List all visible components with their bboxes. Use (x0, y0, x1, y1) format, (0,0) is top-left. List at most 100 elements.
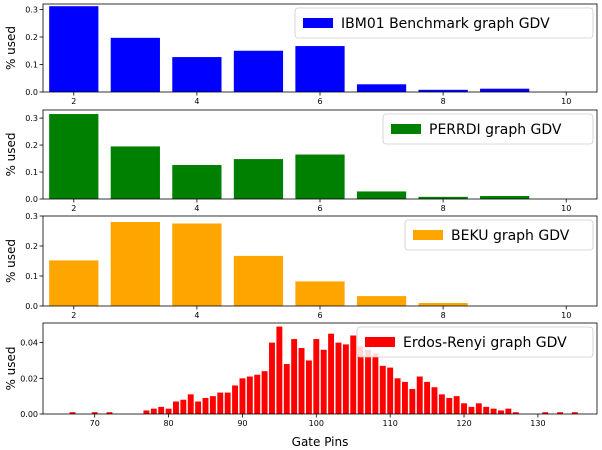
erdos-renyi-bar (224, 392, 231, 414)
erdos-renyi-axes-frame (42, 322, 598, 415)
erdos-renyi-bar (298, 347, 305, 414)
erdos-renyi-bar (269, 342, 275, 414)
beku-y-tick-label: 0.3 (25, 212, 38, 221)
erdos-renyi-bar (372, 353, 379, 414)
ibm01-bar (110, 37, 160, 92)
erdos-renyi-bar (387, 367, 394, 414)
erdos-renyi-bar (173, 401, 179, 414)
ibm01-y-tick-label: 0.1 (25, 61, 38, 70)
beku-bar (418, 303, 468, 306)
erdos-renyi-bar (91, 412, 98, 414)
erdos-renyi-bar (342, 344, 349, 414)
beku-bar (295, 281, 345, 306)
ibm01-bar (233, 50, 284, 92)
perrdi-bar (295, 154, 345, 199)
erdos-renyi-bar (431, 387, 438, 414)
erdos-renyi-legend-label: Erdos-Renyi graph GDV (403, 335, 567, 351)
perrdi-bar (418, 196, 468, 199)
beku-legend-swatch (413, 230, 443, 240)
ibm01-bar (418, 89, 468, 92)
beku-bar (110, 222, 160, 306)
erdos-renyi-x-tick-label: 120 (456, 419, 471, 428)
erdos-renyi-bar (424, 381, 431, 414)
beku-bar (49, 260, 99, 306)
perrdi-y-tick-label: 0.1 (25, 168, 38, 177)
ibm01-x-tick-label: 6 (317, 97, 322, 106)
erdos-renyi-legend-swatch (365, 337, 395, 347)
perrdi-x-tick-label: 6 (317, 204, 322, 213)
erdos-renyi-bar (394, 378, 401, 414)
beku-x-tick-label: 10 (561, 311, 571, 320)
perrdi-legend: PERRDI graph GDV (382, 113, 594, 145)
perrdi-bar (110, 146, 160, 199)
erdos-renyi-bar (195, 401, 202, 414)
ibm01-legend: IBM01 Benchmark graph GDV (294, 7, 594, 39)
perrdi-x-tick-label: 4 (194, 204, 199, 213)
ibm01-y-tick-label: 0.3 (25, 6, 38, 15)
ibm01-x-tick-label: 4 (194, 97, 199, 106)
erdos-renyi-bar (512, 412, 519, 414)
ibm01-bar (356, 84, 407, 92)
erdos-renyi-bar (409, 389, 416, 414)
ibm01-y-tick-label: 0.0 (25, 88, 38, 97)
erdos-renyi-x-tick-label: 130 (530, 419, 545, 428)
ibm01-bar (480, 88, 530, 92)
erdos-renyi-bar (180, 399, 187, 414)
erdos-renyi-bar (571, 412, 578, 414)
perrdi-bar (480, 196, 530, 199)
erdos-renyi-bar (461, 403, 467, 414)
erdos-renyi-bar (69, 412, 76, 414)
beku-legend-box (404, 219, 594, 251)
ibm01-y-axis-label: % used (4, 26, 18, 70)
perrdi-bar (233, 159, 284, 199)
erdos-renyi-y-axis-label: % used (4, 346, 18, 390)
erdos-renyi-bar (246, 376, 253, 414)
erdos-renyi-bar (335, 342, 342, 414)
erdos-renyi-bar (557, 412, 564, 414)
beku-y-tick-label: 0.2 (25, 242, 38, 251)
perrdi-y-axis-label: % used (4, 132, 18, 176)
erdos-renyi-bar (261, 371, 268, 414)
beku-x-tick-label: 4 (194, 311, 199, 320)
perrdi-bar (49, 114, 99, 199)
ibm01-y-tick-label: 0.2 (25, 33, 38, 42)
erdos-renyi-bar (276, 326, 283, 414)
ibm01-chart-panel: 2 4 6 8 10 0.0 0.1 0.2 0.3 % used IBM01 Benchmark … (4, 3, 598, 106)
erdos-renyi-x-tick-label: 100 (309, 419, 324, 428)
ibm01-bar (295, 46, 345, 92)
perrdi-y-tick-label: 0.2 (25, 141, 38, 150)
erdos-renyi-bar (106, 412, 113, 414)
erdos-renyi-bar (283, 364, 290, 414)
erdos-renyi-bar (239, 378, 246, 414)
erdos-renyi-legend: Erdos-Renyi graph GDV (356, 326, 594, 358)
erdos-renyi-bar (446, 397, 453, 414)
erdos-renyi-x-tick-label: 70 (90, 419, 100, 428)
ibm01-legend-box (294, 7, 594, 39)
erdos-renyi-bar (202, 397, 209, 414)
erdos-renyi-x-tick-label: 80 (163, 419, 173, 428)
erdos-renyi-bar (254, 374, 261, 414)
erdos-renyi-bar (165, 408, 172, 414)
perrdi-x-tick-label: 10 (561, 204, 571, 213)
perrdi-legend-swatch (391, 124, 421, 134)
erdos-renyi-bar (542, 412, 549, 414)
perrdi-x-tick-label: 8 (441, 204, 446, 213)
erdos-renyi-bar (357, 346, 364, 414)
erdos-renyi-bar (209, 396, 216, 414)
beku-bar (172, 223, 222, 306)
beku-bar (356, 296, 407, 306)
erdos-renyi-bar (475, 403, 482, 414)
erdos-renyi-bar (401, 381, 408, 414)
beku-y-tick-label: 0.1 (25, 272, 38, 281)
perrdi-x-tick-label: 2 (71, 204, 76, 213)
erdos-renyi-bar (483, 406, 490, 414)
erdos-renyi-x-tick-label: 110 (383, 419, 398, 428)
erdos-renyi-bar (305, 360, 312, 414)
erdos-renyi-bar (158, 406, 165, 414)
ibm01-bar (49, 6, 99, 93)
erdos-renyi-bar (150, 408, 157, 414)
beku-legend: BEKU graph GDV (404, 219, 594, 251)
erdos-renyi-bar (187, 394, 194, 414)
erdos-renyi-x-axis-label: Gate Pins (292, 435, 349, 449)
ibm01-x-tick-label: 10 (561, 97, 571, 106)
